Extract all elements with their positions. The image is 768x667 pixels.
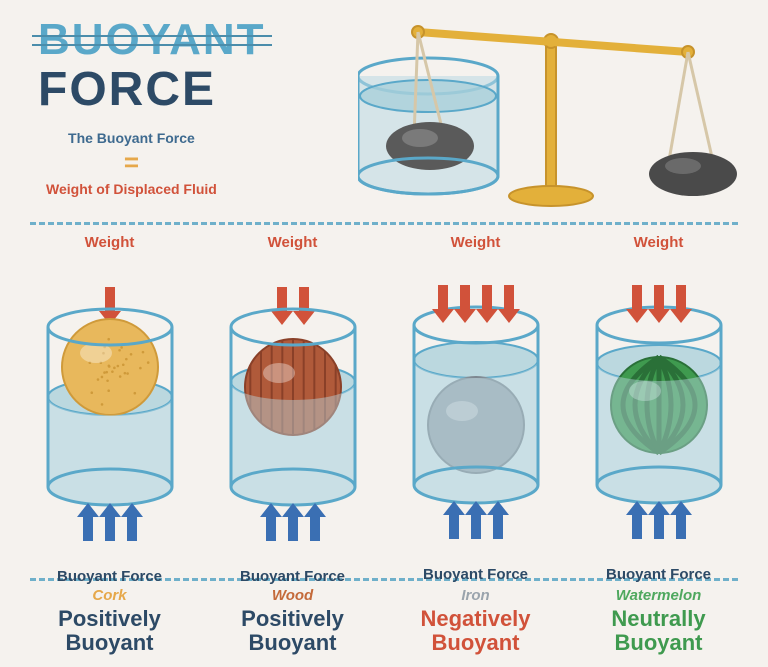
material-label: Wood [203, 587, 383, 604]
equation-sign: = [46, 148, 217, 177]
title-block: BUOYANT FORCE [38, 18, 266, 114]
title-top: BUOYANT [38, 18, 266, 62]
buoyant-force-label: Buoyant Force [386, 566, 566, 583]
divider-1 [30, 222, 738, 225]
material-label: Cork [20, 587, 200, 604]
buoyancy-type: NeutrallyBuoyant [569, 607, 749, 655]
equation-bottom: Weight of Displaced Fluid [46, 181, 217, 197]
buoyancy-type: PositivelyBuoyant [20, 607, 200, 655]
material-col-2: Iron NegativelyBuoyant [386, 587, 566, 655]
beaker-3 [589, 255, 729, 555]
material-label: Iron [386, 587, 566, 604]
beaker-0 [40, 257, 180, 557]
beaker-1 [223, 257, 363, 557]
weight-label: Weight [203, 234, 383, 251]
buoyancy-type: NegativelyBuoyant [386, 607, 566, 655]
material-col-1: Wood PositivelyBuoyant [203, 587, 383, 655]
buoyant-force-label: Buoyant Force [203, 568, 383, 585]
equation-block: The Buoyant Force = Weight of Displaced … [46, 130, 217, 197]
material-col-0: Cork PositivelyBuoyant [20, 587, 200, 655]
buoyant-force-label: Buoyant Force [20, 568, 200, 585]
beaker-2 [406, 255, 546, 555]
buoyancy-type: PositivelyBuoyant [203, 607, 383, 655]
experiment-0: Weight Buoyant Force [20, 234, 200, 585]
title-bottom: FORCE [38, 66, 266, 114]
buoyant-force-label: Buoyant Force [569, 566, 749, 583]
experiments-row: Weight Buoyant Force Weight [0, 234, 768, 574]
weight-label: Weight [569, 234, 749, 251]
material-col-3: Watermelon NeutrallyBuoyant [569, 587, 749, 655]
balance-scale [358, 16, 758, 216]
experiment-3: Weight Buoyant Force [569, 234, 749, 583]
equation-top: The Buoyant Force [46, 130, 217, 146]
experiment-2: Weight Buoyant Force [386, 234, 566, 583]
weight-label: Weight [386, 234, 566, 251]
experiment-1: Weight Buoyant Force [203, 234, 383, 585]
material-label: Watermelon [569, 587, 749, 604]
labels-row: Cork PositivelyBuoyant Wood PositivelyBu… [0, 587, 768, 655]
weight-label: Weight [20, 234, 200, 251]
